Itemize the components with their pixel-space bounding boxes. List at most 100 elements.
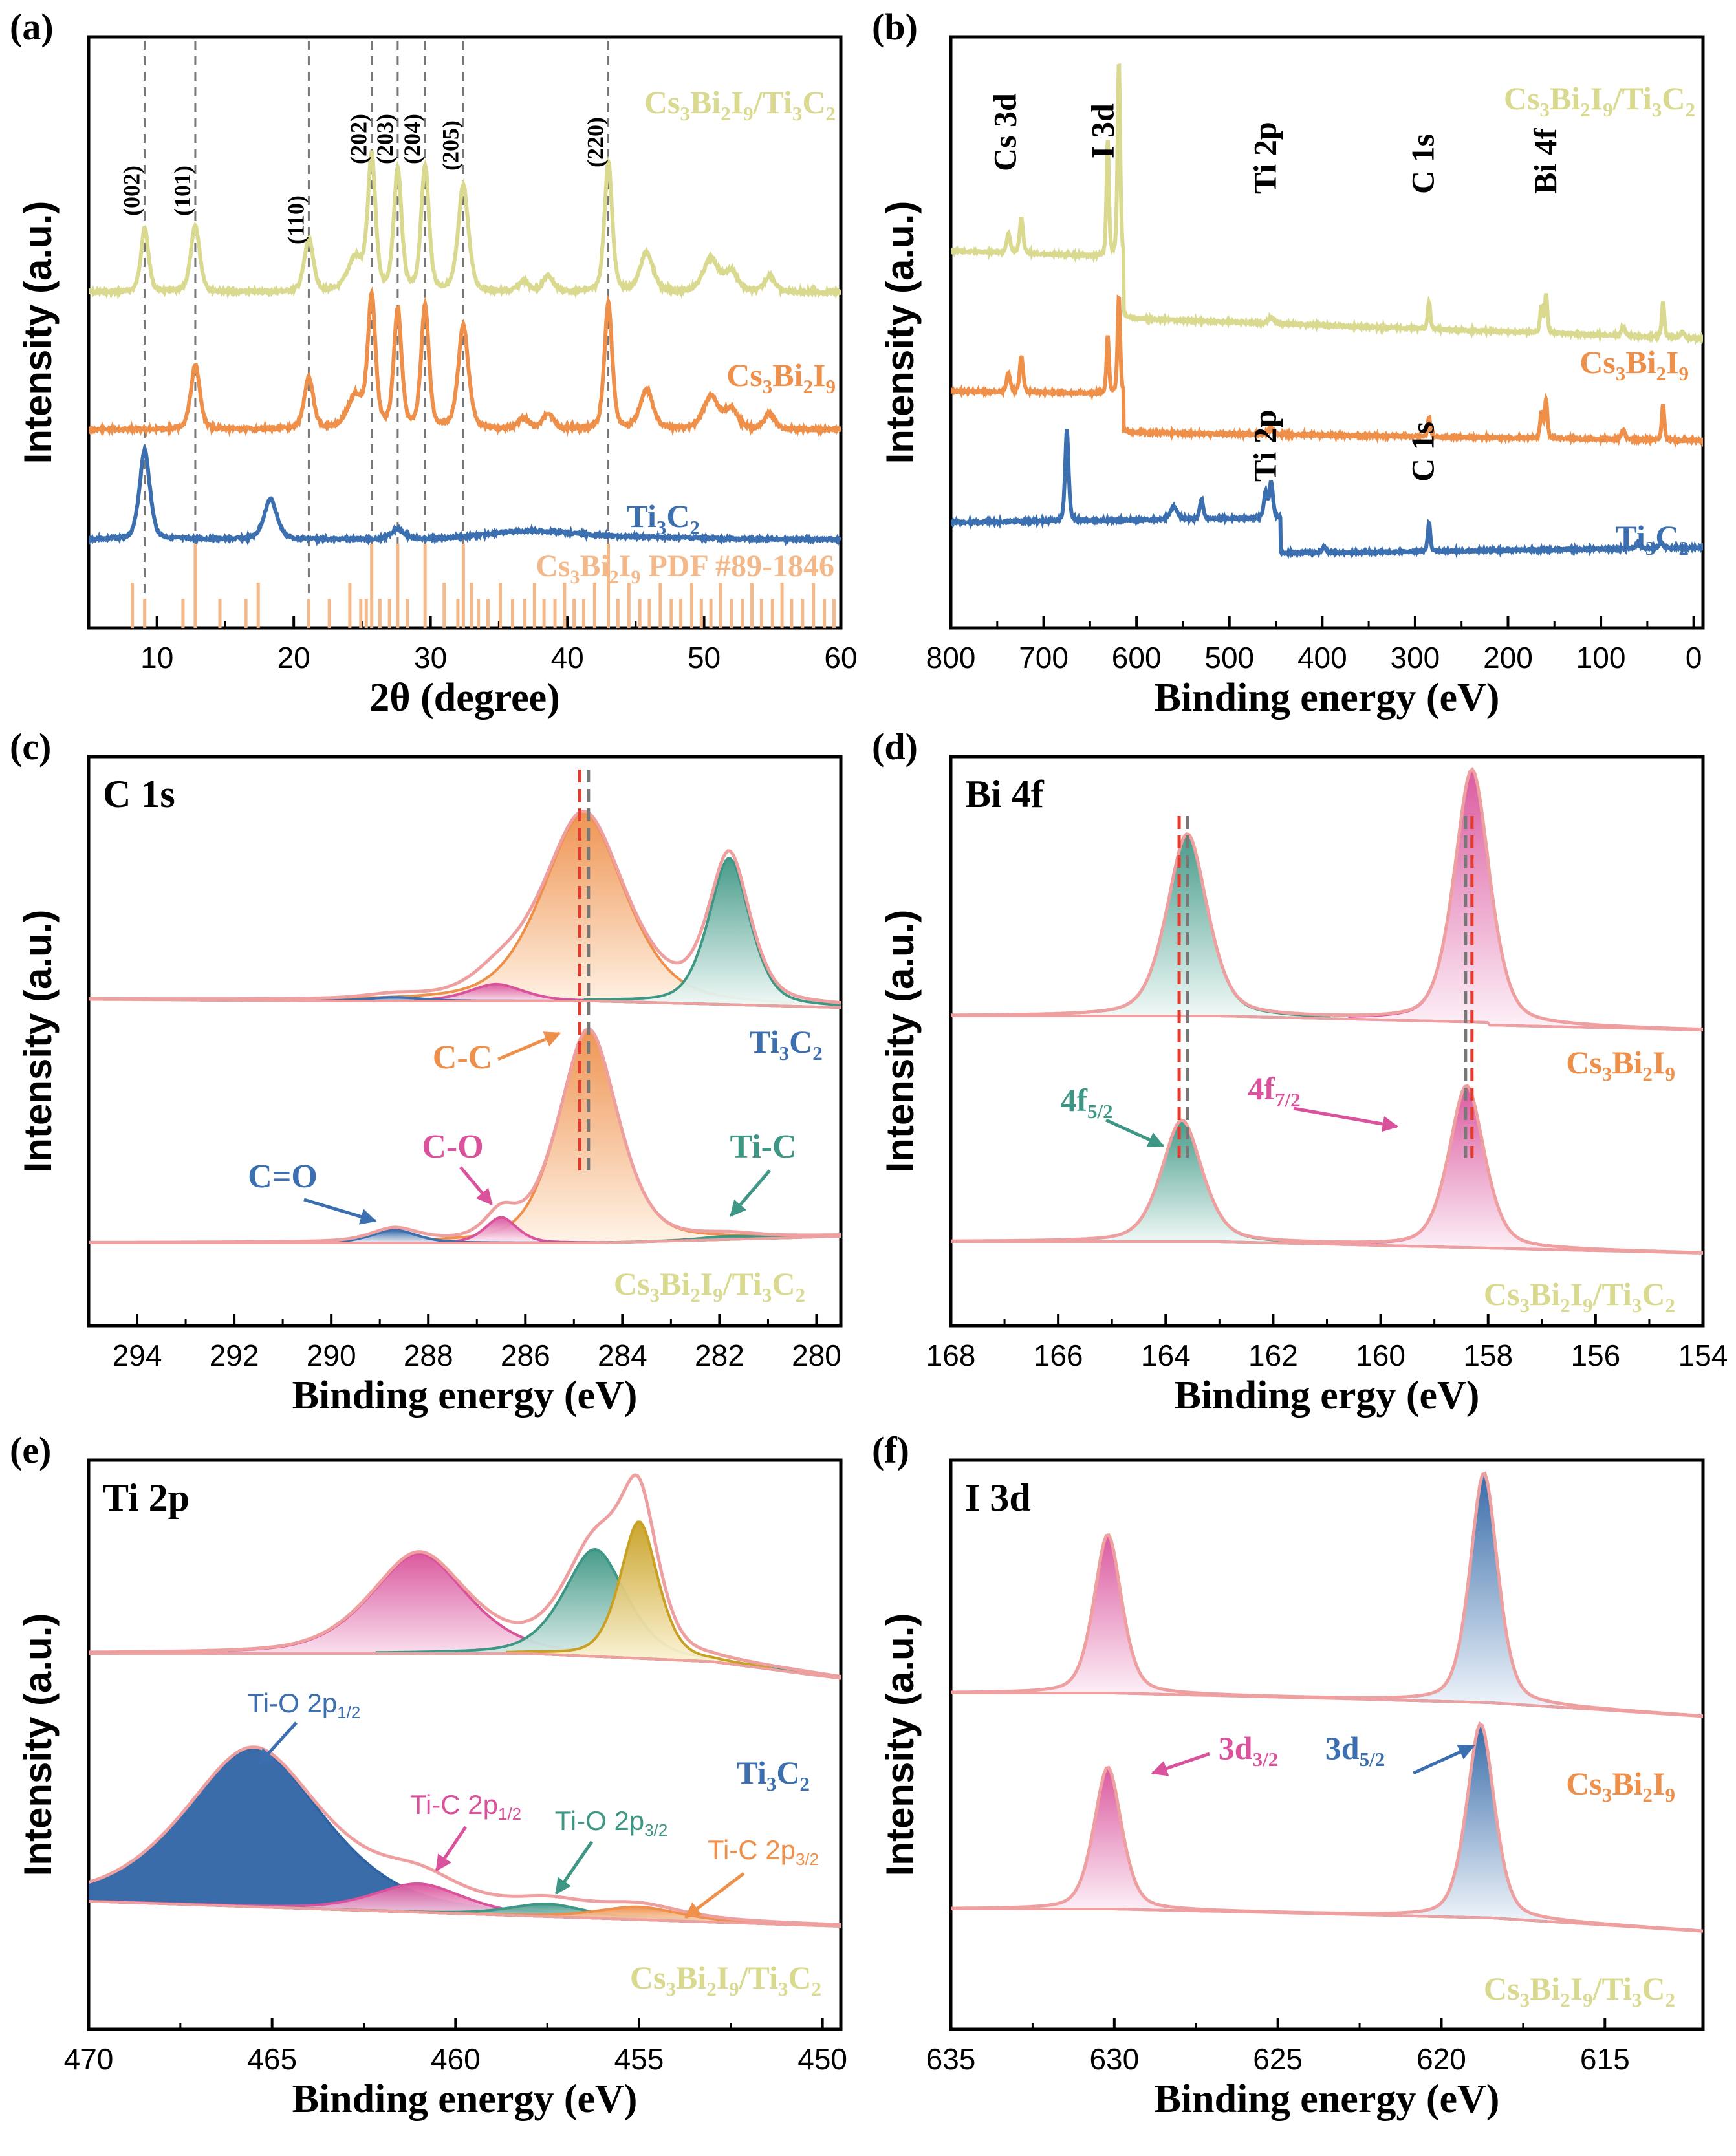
x-tick-label: 40 (551, 641, 584, 674)
x-tick-label: 0 (1686, 641, 1702, 674)
peak-annotation: Cs 3d (987, 93, 1023, 171)
component-label: C-O (422, 1128, 483, 1165)
x-tick-label: 158 (1463, 1339, 1513, 1372)
fit-background (951, 1240, 1703, 1255)
component-label: 3d3/2 (1219, 1730, 1278, 1771)
x-axis-label: Binding ergy (eV) (1175, 1374, 1480, 1418)
panel-title: Bi 4f (965, 773, 1045, 815)
annotation-arrow (257, 1721, 298, 1765)
annotation-arrow (1105, 1118, 1165, 1148)
fit-background (951, 1015, 1703, 1031)
plot-frame (949, 1458, 1705, 2031)
series-label-cs3bi2i9: Cs3Bi2I9 (1579, 344, 1689, 385)
x-tick-label: 100 (1576, 641, 1626, 674)
x-tick-label: 60 (824, 641, 857, 674)
y-axis-label: Intensity (a.u.) (16, 1613, 60, 1877)
peak-annotation: Bi 4f (1527, 127, 1563, 194)
panel-c: 294 292 290 288 286 284 282 280 (c) Binding energ… (10, 726, 843, 1418)
x-tick-label: 10 (140, 641, 173, 674)
x-tick-label: 630 (1089, 2042, 1139, 2076)
x-tick-label: 154 (1678, 1339, 1728, 1372)
annotation-arrow (554, 1840, 594, 1895)
panel-title: Ti 2p (103, 1476, 190, 1519)
panel-d: 168 166 164 162 160 158 156 154 (d) Binding ergy … (872, 726, 1728, 1418)
hkl-label: (202) (346, 114, 372, 164)
x-tick-label: 625 (1253, 2042, 1303, 2076)
x-tick-label: 280 (792, 1339, 841, 1372)
annotation-arrow (1151, 1752, 1210, 1776)
x-axis-label: Binding energy (eV) (292, 2077, 638, 2121)
x-tick-label: 465 (247, 2042, 297, 2076)
x-tick-label: 620 (1416, 2042, 1466, 2076)
x-tick-label: 50 (688, 641, 721, 674)
x-tick-label: 160 (1356, 1339, 1405, 1372)
fit-component (1383, 1722, 1579, 1925)
annotation-arrow (684, 1872, 745, 1919)
peak-annotation: C 1s (1405, 422, 1441, 482)
x-tick-label: 800 (926, 641, 976, 674)
hkl-label: (205) (437, 120, 463, 171)
peak-annotation: Ti 2p (1247, 409, 1283, 482)
x-tick-label: 200 (1483, 641, 1533, 674)
x-tick-label: 600 (1112, 641, 1162, 674)
hkl-label: (220) (583, 117, 609, 167)
fit-component (1385, 1472, 1581, 1710)
component-label: 3d5/2 (1325, 1730, 1385, 1771)
y-axis-label: Intensity (a.u.) (878, 910, 922, 1173)
component-label: C=O (248, 1158, 318, 1195)
fit-envelope (89, 1745, 841, 1926)
series-label-composite: Cs3Bi2I9/Ti3C2 (630, 1959, 821, 2000)
series-line-composite (89, 150, 841, 301)
series-label-composite: Cs3Bi2I9/Ti3C2 (1484, 1276, 1675, 1317)
annotation-arrow (1412, 1744, 1475, 1775)
panel-e: 470 465 460 455 450 (e) Binding energy (eV) Int… (10, 1429, 847, 2121)
x-tick-label: 470 (64, 2042, 114, 2076)
hkl-label: (110) (283, 195, 309, 244)
hkl-label: (002) (119, 166, 145, 216)
component-label: Ti-C (730, 1128, 796, 1165)
x-tick-label: 294 (113, 1339, 162, 1372)
fit-envelope (89, 809, 841, 1004)
series-label-composite: Cs3Bi2I9/Ti3C2 (1484, 1970, 1675, 2011)
x-tick-label: 290 (307, 1339, 356, 1372)
panel-title: C 1s (103, 773, 175, 815)
series-label-composite: Cs3Bi2I9/Ti3C2 (1504, 80, 1695, 121)
plot-area (89, 770, 841, 1244)
fit-background (89, 998, 841, 1009)
fit-background (89, 1652, 841, 1680)
component-label: 4f7/2 (1248, 1070, 1300, 1111)
fit-envelope (951, 1471, 1703, 1718)
panel-f: 635 630 625 620 615 (f) Binding energy (eV) Int… (872, 1429, 1705, 2121)
annotation-arrow (497, 1031, 561, 1061)
x-tick-label: 300 (1391, 641, 1440, 674)
component-label: Ti-O 2p3/2 (555, 1806, 668, 1840)
fit-background (89, 1900, 841, 1928)
fit-envelope (951, 766, 1703, 1031)
fit-background (89, 1235, 841, 1244)
x-tick-label: 30 (414, 641, 447, 674)
plot-frame (87, 755, 843, 1328)
x-tick-label: 284 (598, 1339, 647, 1372)
fit-component (1010, 1533, 1206, 1697)
series-label-cs3bi2i9: Cs3Bi2I9 (1566, 1044, 1675, 1085)
annotation-arrow (730, 1169, 771, 1217)
x-tick-label: 455 (614, 2042, 664, 2076)
panel-label: (a) (10, 6, 54, 48)
fit-background (951, 1692, 1703, 1718)
series-label-cs3bi2i9: Cs3Bi2I9 (726, 357, 836, 398)
series-line-composite (951, 63, 1703, 345)
x-tick-label: 292 (210, 1339, 259, 1372)
fit-component (1010, 1766, 1206, 1913)
x-tick-label: 700 (1019, 641, 1069, 674)
plot-area (951, 63, 1703, 559)
x-tick-label: 288 (404, 1339, 453, 1372)
fit-envelope (89, 1473, 841, 1678)
series-label-ti3c2: Ti3C2 (737, 1754, 810, 1795)
annotation-arrow (435, 1826, 468, 1872)
hkl-label: (203) (372, 114, 398, 164)
component-label: Ti-C 2p1/2 (410, 1789, 521, 1824)
annotation-arrow (1293, 1106, 1399, 1132)
series-line-ti3c2 (951, 429, 1703, 559)
x-tick-label: 400 (1297, 641, 1347, 674)
